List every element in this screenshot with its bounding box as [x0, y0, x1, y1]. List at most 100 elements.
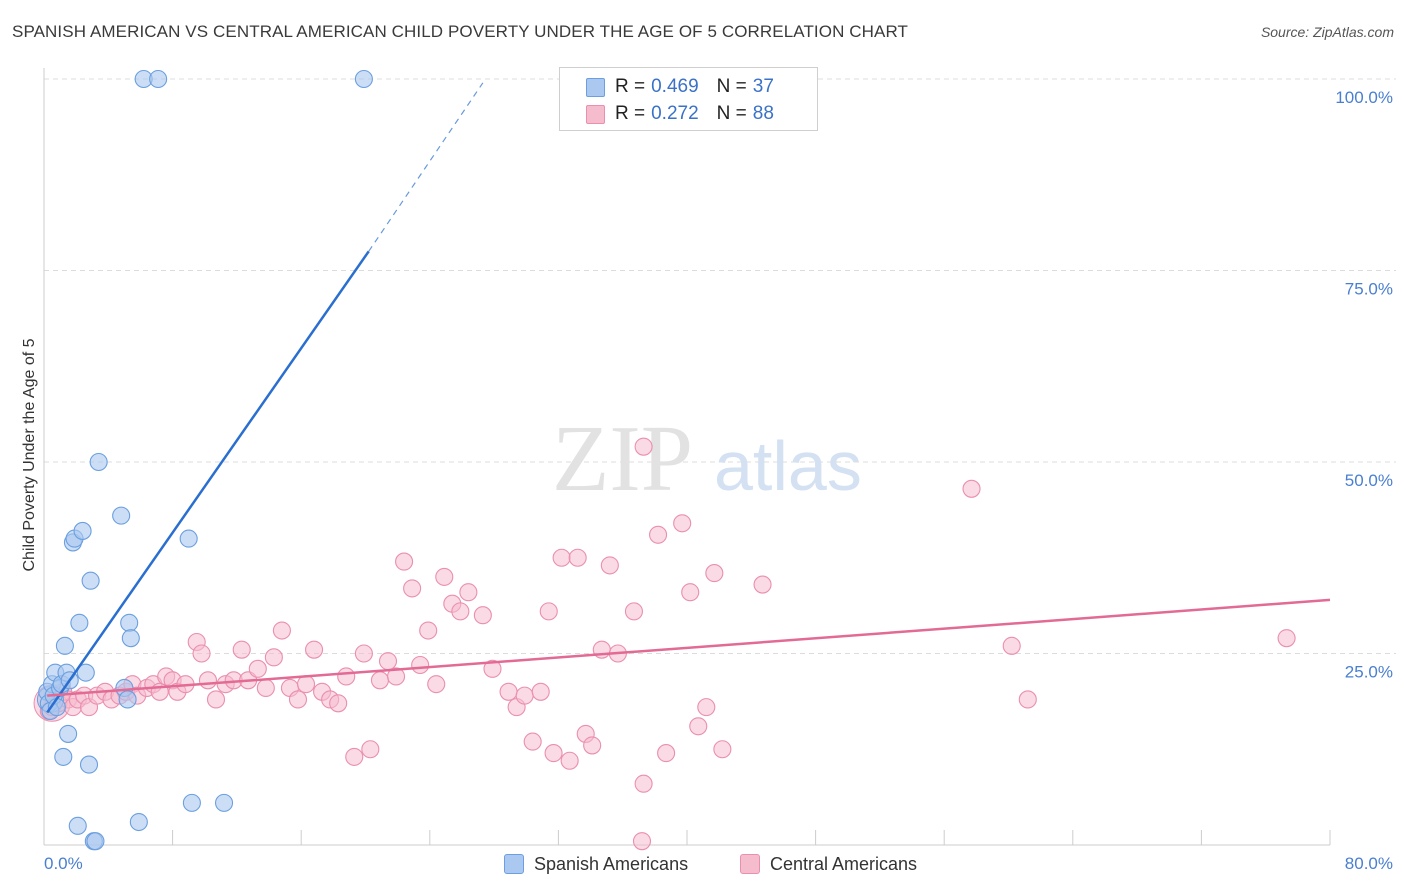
point-central-american	[378, 652, 398, 671]
y-tick-label: 75.0%	[1345, 280, 1393, 299]
watermark-atlas: atlas	[714, 427, 862, 505]
point-central-american	[386, 667, 406, 686]
point-central-american	[1277, 629, 1296, 648]
legend-n-label: N =	[716, 103, 747, 124]
chart-title: SPANISH AMERICAN VS CENTRAL AMERICAN CHI…	[12, 22, 909, 41]
point-spanish-american	[149, 69, 168, 89]
point-central-american	[673, 514, 692, 533]
point-central-american	[248, 659, 267, 678]
correlation-legend: R = 0.469 N = 37 R = 0.272 N = 88	[559, 67, 818, 131]
legend-swatch-blue	[586, 77, 605, 97]
point-central-american	[600, 556, 619, 575]
point-spanish-american	[55, 636, 74, 655]
point-spanish-american	[214, 793, 234, 812]
trend-lines	[46, 82, 1331, 714]
point-central-american	[568, 548, 587, 567]
point-central-american	[689, 717, 708, 736]
legend-r-label: R =	[615, 103, 646, 124]
point-spanish-american	[121, 629, 140, 648]
watermark-zip: ZIP	[552, 407, 693, 511]
tick-labels: 25.0% 50.0% 75.0% 100.0% 0.0% 80.0%	[44, 88, 1393, 873]
point-spanish-american	[86, 832, 105, 851]
point-spanish-american	[179, 529, 198, 548]
point-central-american	[337, 667, 356, 686]
point-central-american	[560, 751, 579, 770]
legend-label-spanish: Spanish Americans	[534, 853, 689, 874]
point-central-american	[753, 575, 772, 594]
point-spanish-american	[54, 747, 73, 766]
legend-n-label: N =	[716, 76, 747, 97]
point-central-american	[681, 583, 700, 602]
point-spanish-american	[68, 816, 87, 835]
point-central-american	[411, 655, 430, 675]
point-central-american	[354, 644, 373, 663]
point-central-american	[459, 583, 478, 602]
point-central-american	[232, 640, 251, 659]
trend-line-spanish	[46, 250, 370, 714]
y-tick-label: 25.0%	[1345, 663, 1393, 682]
legend-r-label: R =	[615, 76, 646, 97]
point-central-american	[435, 567, 454, 586]
legend-row-central: R = 0.272 N = 88	[586, 102, 774, 126]
point-central-american	[305, 640, 324, 659]
legend-n-value: 37	[752, 76, 774, 97]
y-tick-label: 50.0%	[1345, 471, 1393, 490]
point-central-american	[361, 740, 380, 759]
point-spanish-american	[354, 69, 373, 89]
point-central-american	[1002, 636, 1021, 655]
point-central-american	[544, 744, 563, 763]
y-axis-title: Child Poverty Under the Age of 5	[21, 338, 38, 571]
point-central-american	[705, 564, 724, 583]
legend-swatch-pink	[586, 104, 605, 124]
point-central-american	[473, 606, 492, 625]
point-central-american	[272, 621, 291, 640]
point-central-american	[403, 579, 422, 598]
point-central-american	[634, 437, 653, 456]
point-spanish-american	[76, 663, 95, 682]
point-central-american	[632, 832, 652, 851]
point-central-american	[483, 659, 502, 678]
point-central-american	[427, 675, 446, 694]
point-central-american	[370, 671, 390, 690]
point-central-american	[531, 682, 550, 701]
point-central-american	[1018, 690, 1037, 709]
legend-item-central-americans: Central Americans	[740, 852, 917, 876]
point-central-american	[583, 736, 602, 755]
point-central-american	[657, 744, 676, 763]
point-central-american	[192, 644, 211, 663]
point-spanish-american	[81, 571, 100, 590]
spanish-american-points	[36, 69, 373, 851]
point-spanish-american	[73, 521, 92, 540]
point-central-american	[451, 602, 470, 621]
point-spanish-american	[89, 452, 108, 472]
point-central-american	[697, 698, 716, 717]
point-central-american	[329, 694, 348, 713]
point-central-american	[345, 747, 364, 766]
trend-line-central	[47, 598, 1331, 697]
point-central-american	[539, 602, 558, 621]
point-spanish-american	[120, 613, 139, 632]
point-spanish-american	[129, 812, 148, 832]
point-spanish-american	[118, 690, 137, 709]
point-central-american	[395, 552, 414, 571]
point-central-american	[206, 690, 226, 709]
legend-swatch-blue	[504, 854, 524, 874]
point-central-american	[296, 675, 316, 694]
legend-n-value: 88	[752, 103, 774, 124]
point-central-american	[523, 732, 542, 751]
point-spanish-american	[182, 793, 201, 812]
legend-r-value: 0.272	[651, 103, 699, 124]
point-central-american	[713, 740, 732, 759]
point-central-american	[198, 671, 218, 690]
point-central-american	[624, 602, 644, 621]
trend-line-spanish-extension	[368, 82, 484, 252]
x-tick-label-max: 80.0%	[1345, 854, 1393, 873]
point-central-american	[962, 479, 981, 498]
x-tick-label-min: 0.0%	[44, 854, 83, 873]
point-central-american	[264, 648, 283, 667]
y-tick-label: 100.0%	[1335, 88, 1393, 107]
point-spanish-american	[112, 506, 131, 525]
point-central-american	[256, 678, 275, 698]
point-spanish-american	[70, 613, 89, 632]
